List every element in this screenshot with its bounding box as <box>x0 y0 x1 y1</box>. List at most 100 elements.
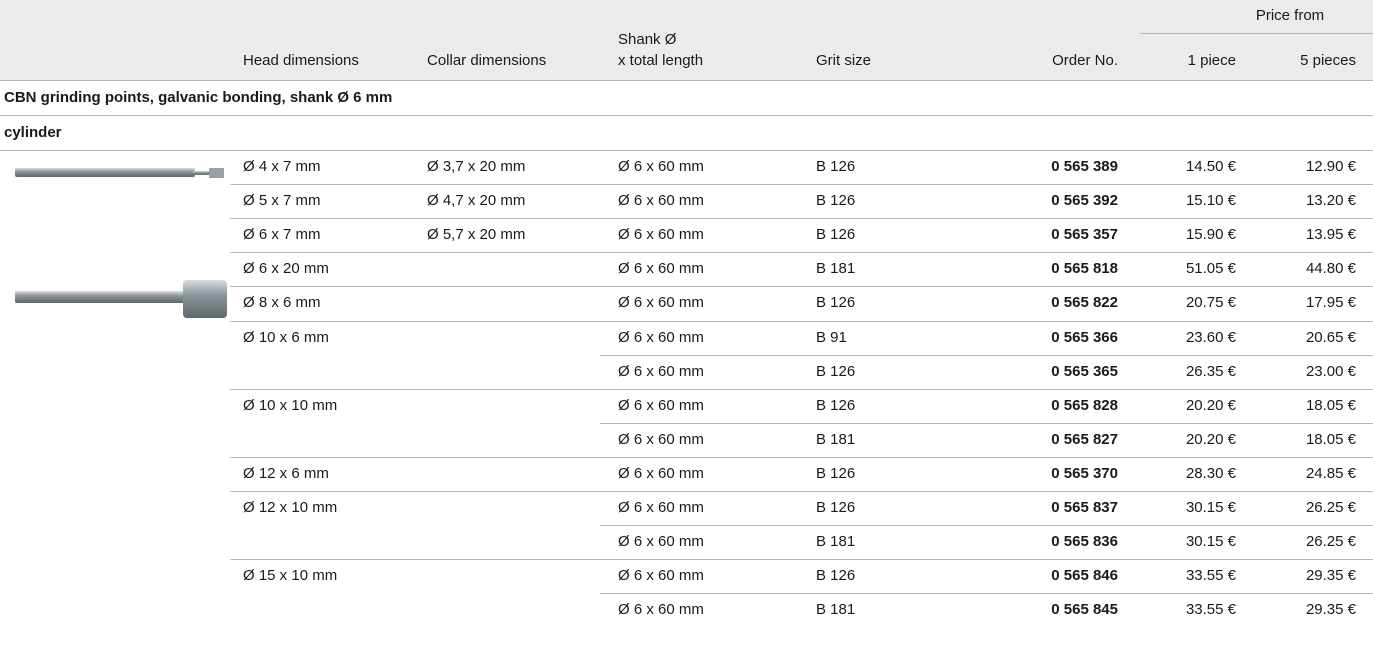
grit-size: B 91 <box>816 329 847 346</box>
price-1-piece: 15.10 € <box>1185 192 1236 209</box>
row-divider <box>230 218 1373 219</box>
head-dimensions: Ø 10 x 6 mm <box>243 329 329 346</box>
grit-size: B 126 <box>816 226 856 243</box>
shank: Ø 6 x 60 mm <box>618 226 704 243</box>
price-1-piece: 20.20 € <box>1185 397 1236 414</box>
row-divider <box>600 593 1373 594</box>
shank: Ø 6 x 60 mm <box>618 363 704 380</box>
shank: Ø 6 x 60 mm <box>618 601 704 618</box>
grit-size: B 126 <box>816 567 856 584</box>
head-dimensions: Ø 6 x 7 mm <box>243 226 321 243</box>
order-no: 0 565 365 <box>1051 363 1118 380</box>
grit-size: B 181 <box>816 260 856 277</box>
price-1-piece: 23.60 € <box>1185 329 1236 346</box>
row-divider <box>230 184 1373 185</box>
grit-size: B 126 <box>816 465 856 482</box>
price-5-pieces: 17.95 € <box>1305 294 1356 311</box>
grit-size: B 126 <box>816 294 856 311</box>
price-1-piece: 28.30 € <box>1185 465 1236 482</box>
thin-tool-image <box>15 168 224 178</box>
price-5-pieces: 18.05 € <box>1305 431 1356 448</box>
column-header: Head dimensions <box>243 52 359 69</box>
shank: Ø 6 x 60 mm <box>618 533 704 550</box>
head-dimensions: Ø 12 x 10 mm <box>243 499 338 516</box>
price-5-pieces: 29.35 € <box>1305 567 1356 584</box>
price-5-pieces: 13.20 € <box>1305 192 1356 209</box>
row-divider <box>600 355 1373 356</box>
grit-size: B 126 <box>816 192 856 209</box>
collar-dimensions: Ø 4,7 x 20 mm <box>427 192 526 209</box>
head-dimensions: Ø 12 x 6 mm <box>243 465 329 482</box>
column-header: x total length <box>618 52 704 69</box>
row-divider <box>0 115 1373 116</box>
row-divider <box>0 150 1373 151</box>
order-no: 0 565 389 <box>1051 158 1118 175</box>
price-5-pieces: 13.95 € <box>1305 226 1356 243</box>
grit-size: B 181 <box>816 601 856 618</box>
subsection-title: cylinder <box>4 124 62 141</box>
column-header: Order No. <box>1052 52 1118 69</box>
price-5-pieces: 26.25 € <box>1305 533 1356 550</box>
grit-size: B 181 <box>816 431 856 448</box>
row-divider <box>230 252 1373 253</box>
section-title: CBN grinding points, galvanic bonding, s… <box>4 89 393 106</box>
head-dimensions: Ø 4 x 7 mm <box>243 158 321 175</box>
shank: Ø 6 x 60 mm <box>618 260 704 277</box>
head-dimensions: Ø 10 x 10 mm <box>243 397 338 414</box>
price-1-piece: 30.15 € <box>1185 499 1236 516</box>
collar-dimensions: Ø 3,7 x 20 mm <box>427 158 526 175</box>
row-divider <box>230 559 1373 560</box>
thick-tool-image <box>15 280 227 318</box>
price-1-piece: 30.15 € <box>1185 533 1236 550</box>
order-no: 0 565 845 <box>1051 601 1118 618</box>
product-images <box>15 168 227 318</box>
price-5-pieces: 29.35 € <box>1305 601 1356 618</box>
shank: Ø 6 x 60 mm <box>618 158 704 175</box>
column-header: Collar dimensions <box>427 52 547 69</box>
row-divider <box>230 286 1373 287</box>
order-no: 0 565 822 <box>1051 294 1118 311</box>
column-header: 1 piece <box>1187 52 1236 69</box>
column-header: Shank Ø <box>618 31 677 48</box>
grit-size: B 126 <box>816 397 856 414</box>
row-divider <box>230 321 1373 322</box>
shank: Ø 6 x 60 mm <box>618 397 704 414</box>
price-1-piece: 33.55 € <box>1185 601 1236 618</box>
price-5-pieces: 18.05 € <box>1305 397 1356 414</box>
order-no: 0 565 392 <box>1051 192 1118 209</box>
shank: Ø 6 x 60 mm <box>618 465 704 482</box>
shank: Ø 6 x 60 mm <box>618 294 704 311</box>
column-header: 5 pieces <box>1300 52 1356 69</box>
row-divider <box>600 423 1373 424</box>
grit-size: B 126 <box>816 499 856 516</box>
price-1-piece: 26.35 € <box>1185 363 1236 380</box>
price-5-pieces: 12.90 € <box>1305 158 1356 175</box>
price-from-header: Price from <box>1255 7 1325 24</box>
head-dimensions: Ø 6 x 20 mm <box>243 260 329 277</box>
price-1-piece: 20.20 € <box>1185 431 1236 448</box>
price-1-piece: 20.75 € <box>1185 294 1236 311</box>
order-no: 0 565 366 <box>1051 329 1118 346</box>
price-5-pieces: 44.80 € <box>1305 260 1356 277</box>
row-divider <box>1140 33 1373 34</box>
order-no: 0 565 370 <box>1051 465 1118 482</box>
order-no: 0 565 818 <box>1051 260 1118 277</box>
shank: Ø 6 x 60 mm <box>618 431 704 448</box>
shank: Ø 6 x 60 mm <box>618 499 704 516</box>
row-divider <box>230 389 1373 390</box>
collar-dimensions: Ø 5,7 x 20 mm <box>427 226 526 243</box>
price-1-piece: 33.55 € <box>1185 567 1236 584</box>
shank: Ø 6 x 60 mm <box>618 567 704 584</box>
price-1-piece: 14.50 € <box>1185 158 1236 175</box>
grit-size: B 181 <box>816 533 856 550</box>
order-no: 0 565 846 <box>1051 567 1118 584</box>
row-divider <box>230 457 1373 458</box>
order-no: 0 565 836 <box>1051 533 1118 550</box>
row-divider <box>600 525 1373 526</box>
price-5-pieces: 24.85 € <box>1305 465 1356 482</box>
row-divider <box>230 491 1373 492</box>
grit-size: B 126 <box>816 363 856 380</box>
order-no: 0 565 828 <box>1051 397 1118 414</box>
price-5-pieces: 20.65 € <box>1305 329 1356 346</box>
row-divider <box>0 80 1373 81</box>
